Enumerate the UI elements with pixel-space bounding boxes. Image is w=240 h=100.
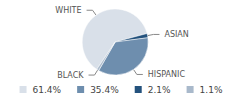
svg-text:2.1%: 2.1% [148, 85, 171, 95]
svg-text:1.1%: 1.1% [200, 85, 223, 95]
svg-text:BLACK: BLACK [57, 71, 84, 80]
svg-text:35.4%: 35.4% [90, 85, 119, 95]
svg-text:HISPANIC: HISPANIC [148, 70, 186, 79]
svg-text:61.4%: 61.4% [33, 85, 62, 95]
svg-text:WHITE: WHITE [55, 6, 81, 15]
svg-text:ASIAN: ASIAN [164, 30, 188, 39]
